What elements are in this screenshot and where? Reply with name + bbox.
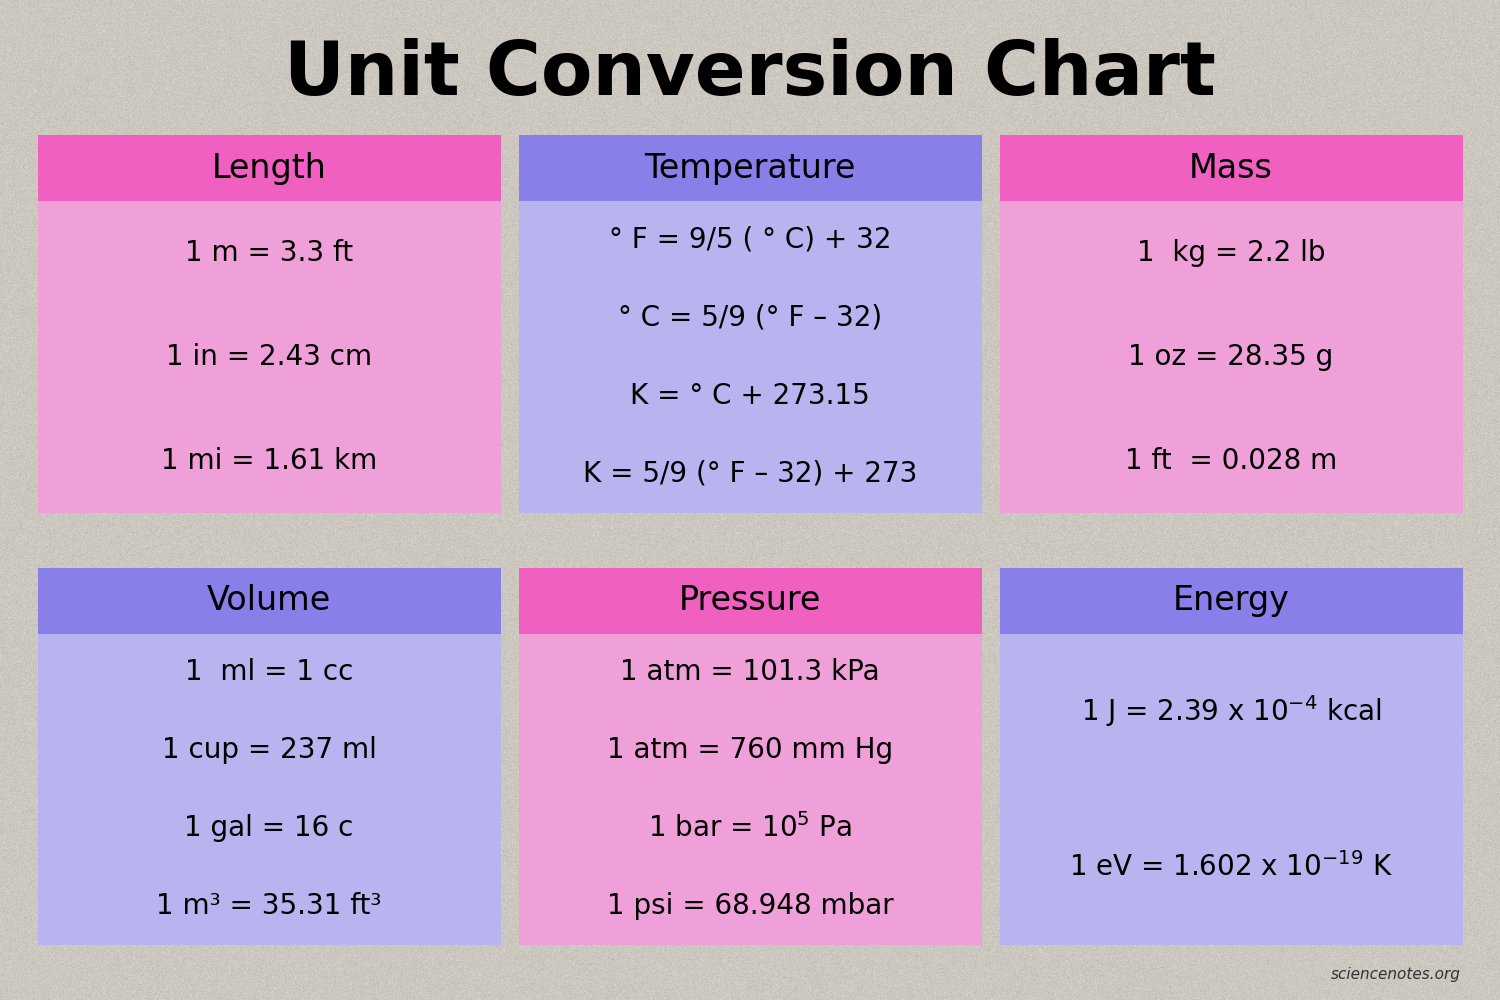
FancyBboxPatch shape — [38, 568, 501, 634]
FancyBboxPatch shape — [519, 634, 981, 945]
Text: sciencenotes.org: sciencenotes.org — [1330, 967, 1461, 982]
Text: ° C = 5/9 (° F – 32): ° C = 5/9 (° F – 32) — [618, 304, 882, 332]
Text: Unit Conversion Chart: Unit Conversion Chart — [284, 38, 1216, 111]
FancyBboxPatch shape — [38, 634, 501, 945]
Text: Pressure: Pressure — [680, 584, 820, 617]
Text: Volume: Volume — [207, 584, 332, 617]
Text: 1 atm = 101.3 kPa: 1 atm = 101.3 kPa — [620, 658, 880, 686]
FancyBboxPatch shape — [519, 568, 981, 634]
Text: 1 psi = 68.948 mbar: 1 psi = 68.948 mbar — [606, 892, 894, 920]
Text: 1 m = 3.3 ft: 1 m = 3.3 ft — [184, 239, 352, 267]
Text: Energy: Energy — [1173, 584, 1290, 617]
Text: 1 ft  = 0.028 m: 1 ft = 0.028 m — [1125, 447, 1336, 475]
Text: 1  kg = 2.2 lb: 1 kg = 2.2 lb — [1137, 239, 1326, 267]
Text: 1 cup = 237 ml: 1 cup = 237 ml — [162, 736, 376, 764]
FancyBboxPatch shape — [999, 135, 1462, 201]
Text: 1 oz = 28.35 g: 1 oz = 28.35 g — [1128, 343, 1334, 371]
Text: 1 atm = 760 mm Hg: 1 atm = 760 mm Hg — [608, 736, 892, 764]
Text: 1 in = 2.43 cm: 1 in = 2.43 cm — [166, 343, 372, 371]
Text: Mass: Mass — [1190, 152, 1274, 185]
FancyBboxPatch shape — [38, 135, 501, 201]
Text: 1 eV = 1.602 x 10$^{-19}$ K: 1 eV = 1.602 x 10$^{-19}$ K — [1070, 852, 1394, 882]
Text: K = ° C + 273.15: K = ° C + 273.15 — [630, 382, 870, 410]
Text: Temperature: Temperature — [645, 152, 855, 185]
Text: ° F = 9/5 ( ° C) + 32: ° F = 9/5 ( ° C) + 32 — [609, 226, 891, 254]
Text: 1 mi = 1.61 km: 1 mi = 1.61 km — [160, 447, 376, 475]
Text: 1 gal = 16 c: 1 gal = 16 c — [184, 814, 354, 842]
Text: 1 bar = 10$^5$ Pa: 1 bar = 10$^5$ Pa — [648, 813, 852, 843]
Text: 1 J = 2.39 x 10$^{-4}$ kcal: 1 J = 2.39 x 10$^{-4}$ kcal — [1080, 693, 1382, 729]
FancyBboxPatch shape — [999, 568, 1462, 634]
FancyBboxPatch shape — [519, 135, 981, 201]
Text: K = 5/9 (° F – 32) + 273: K = 5/9 (° F – 32) + 273 — [584, 460, 916, 488]
Text: 1  ml = 1 cc: 1 ml = 1 cc — [184, 658, 352, 686]
FancyBboxPatch shape — [999, 634, 1462, 945]
FancyBboxPatch shape — [999, 201, 1462, 513]
Text: 1 m³ = 35.31 ft³: 1 m³ = 35.31 ft³ — [156, 892, 381, 920]
FancyBboxPatch shape — [38, 201, 501, 513]
FancyBboxPatch shape — [519, 201, 981, 513]
Text: Length: Length — [211, 152, 327, 185]
